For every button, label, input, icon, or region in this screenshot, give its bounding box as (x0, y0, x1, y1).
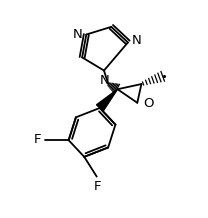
Text: F: F (33, 133, 41, 146)
Polygon shape (97, 89, 118, 111)
Text: N: N (72, 28, 82, 41)
Text: N: N (132, 34, 142, 47)
Text: O: O (143, 97, 154, 110)
Text: N: N (100, 74, 110, 87)
Text: F: F (94, 180, 102, 193)
